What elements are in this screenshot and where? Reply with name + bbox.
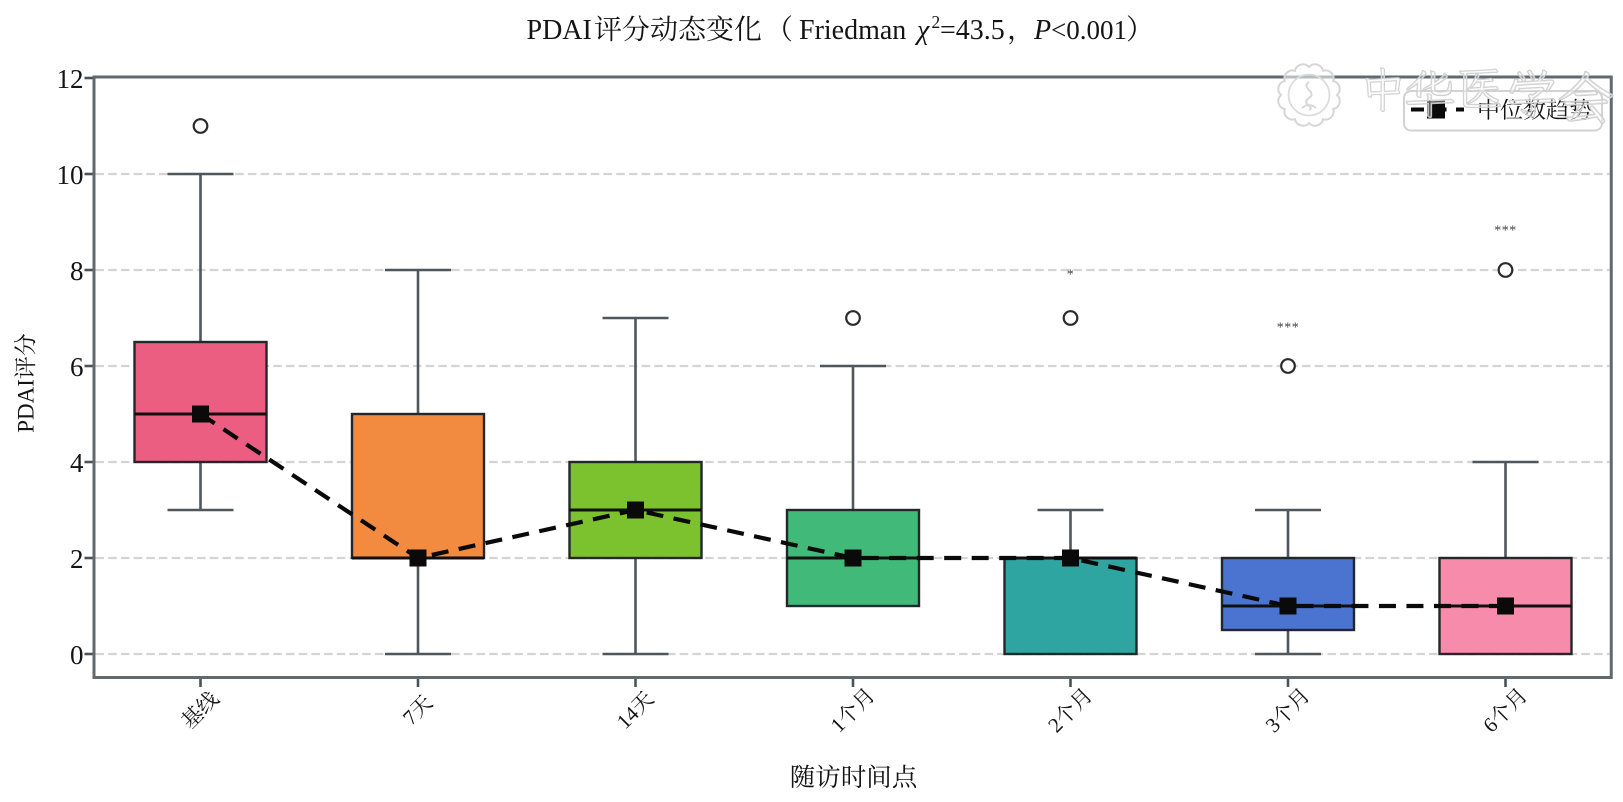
svg-text:2: 2 — [70, 544, 84, 574]
svg-text:6: 6 — [70, 352, 84, 382]
svg-text:4: 4 — [70, 448, 84, 478]
svg-text:PDAI: PDAI — [527, 15, 592, 46]
svg-text:P: P — [1033, 15, 1051, 46]
svg-text:0: 0 — [70, 640, 84, 670]
svg-text:PDAI: PDAI — [14, 379, 39, 433]
svg-text:12: 12 — [57, 64, 84, 94]
svg-text:8: 8 — [70, 256, 84, 286]
svg-text:2: 2 — [932, 12, 941, 32]
svg-text:=43.5: =43.5 — [940, 15, 1005, 46]
svg-text:***: *** — [1277, 321, 1300, 336]
svg-text:10: 10 — [57, 160, 84, 190]
svg-text:Friedman: Friedman — [799, 15, 906, 46]
svg-text:<0.001: <0.001 — [1051, 15, 1127, 45]
svg-text:***: *** — [1494, 224, 1517, 239]
svg-text:χ: χ — [914, 15, 930, 46]
svg-text:*: * — [1067, 268, 1075, 283]
